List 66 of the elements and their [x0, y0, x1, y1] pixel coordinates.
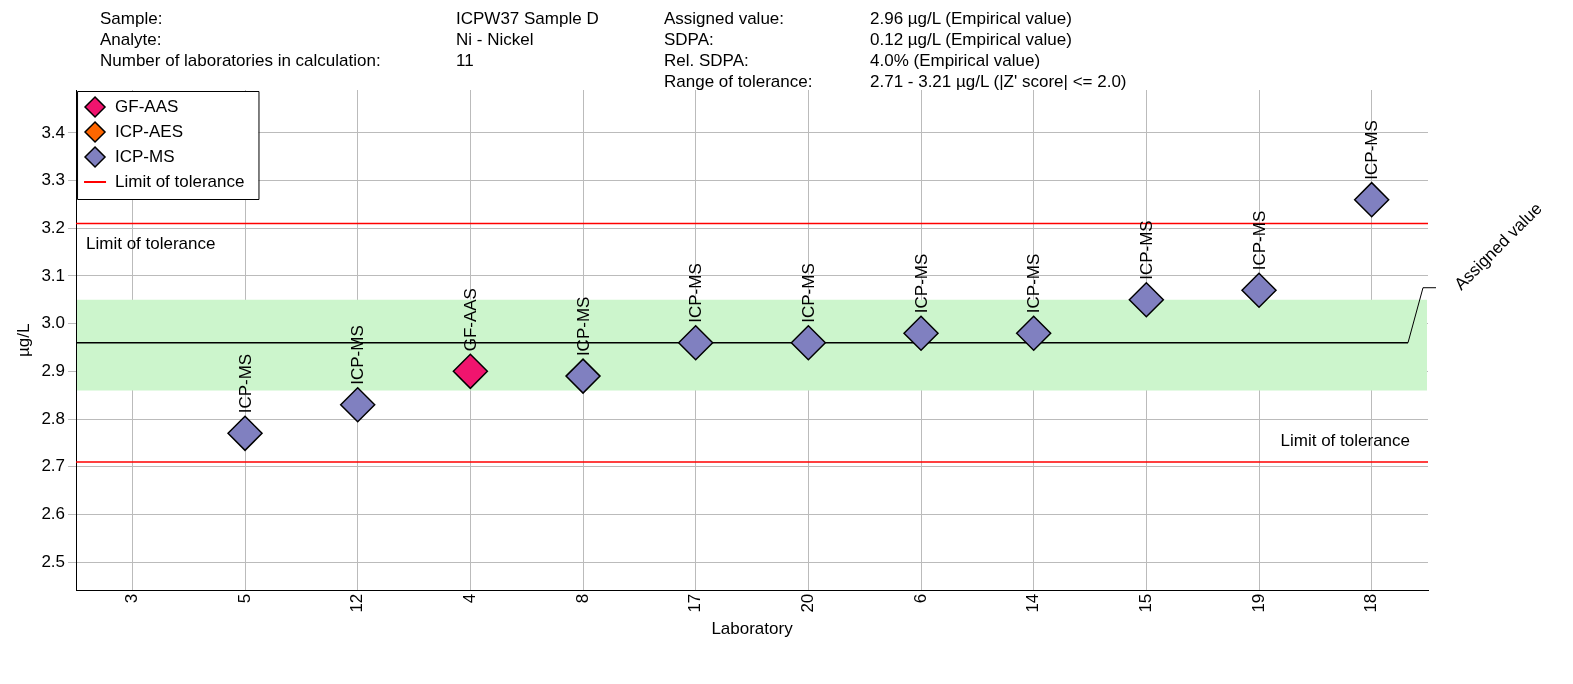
y-tick-label: 3.4	[41, 122, 66, 142]
point	[452, 353, 489, 390]
x-tick-label: 19	[1248, 593, 1268, 613]
text: Rel. SDPA:	[664, 50, 750, 71]
point	[339, 386, 376, 423]
y-tick-label: 2.5	[41, 551, 66, 571]
y-tick-label: 3.1	[41, 265, 66, 285]
text: Number of laboratories in calculation:	[100, 50, 382, 71]
text: ICP-MS	[686, 263, 706, 323]
point	[227, 415, 263, 452]
legend-label: ICP-AES	[115, 121, 184, 141]
y-tick-label: 2.6	[41, 504, 66, 524]
text: 0.12 µg/L (Empirical value)	[870, 29, 1073, 50]
text: ICP-MS	[573, 296, 593, 357]
text: 11	[456, 50, 475, 71]
x-tick-label: 3	[122, 593, 142, 604]
legend-label: Limit of tolerance	[115, 171, 245, 191]
x-tick-label: 15	[1136, 593, 1156, 613]
annotation: Range of tolerance:	[664, 71, 814, 92]
x-tick-label: 20	[798, 593, 818, 613]
x-tick-label: 17	[685, 593, 705, 613]
text: Ni - Nickel	[456, 29, 535, 50]
y-axis-title: µg/L	[13, 323, 33, 358]
text: GF-AAS	[461, 288, 481, 352]
text: ICP-MS	[1362, 120, 1382, 180]
point	[903, 315, 939, 351]
text: ICP-MS	[911, 253, 931, 314]
point	[677, 324, 714, 361]
text: ICP-MS	[348, 325, 368, 385]
x-tick-label: 18	[1361, 593, 1381, 613]
y-tick-label: 3.3	[41, 170, 66, 190]
annotation: 2.71 - 3.21 µg/L (|Z' score| <= 2.0)	[870, 71, 1127, 92]
legend-label: ICP-MS	[115, 146, 175, 166]
y-tick-label: 3.0	[41, 313, 66, 333]
point	[1241, 272, 1277, 309]
point	[1128, 282, 1165, 318]
text: Assigned value:	[664, 8, 786, 29]
point	[1353, 181, 1390, 218]
x-tick-label: 5	[234, 593, 254, 604]
text: ICP-MS	[1024, 253, 1044, 314]
text: ICP-MS	[799, 263, 819, 323]
y-tick-label: 2.7	[41, 456, 66, 476]
x-axis-title: Laboratory	[711, 619, 794, 639]
x-tick-label: 4	[460, 593, 480, 604]
text: ICP-MS	[235, 353, 255, 414]
text: ICPW37 Sample D	[456, 8, 600, 29]
point	[790, 324, 827, 361]
text: Limit of tolerance	[86, 233, 216, 253]
text: ICP-MS	[1249, 210, 1269, 271]
ref-line-label: Limit of tolerance	[1280, 431, 1410, 451]
x-tick-label: 12	[347, 593, 367, 613]
x-tick-label: 8	[572, 593, 592, 604]
text: ICP-MS	[1137, 220, 1157, 280]
point	[565, 358, 601, 394]
point	[1015, 315, 1052, 351]
legend-label: GF-AAS	[115, 96, 179, 116]
y-tick-label: 3.2	[41, 217, 66, 237]
text: SDPA:	[664, 29, 715, 50]
text: 4.0% (Empirical value)	[870, 50, 1042, 71]
x-tick-label: 6	[910, 593, 930, 604]
text: Sample:	[100, 8, 164, 29]
text: Analyte:	[100, 29, 163, 50]
y-tick-label: 2.8	[41, 408, 66, 428]
y-tick-label: 2.9	[41, 361, 66, 381]
text: 2.96 µg/L (Empirical value)	[870, 8, 1073, 29]
x-tick-label: 14	[1023, 593, 1043, 613]
